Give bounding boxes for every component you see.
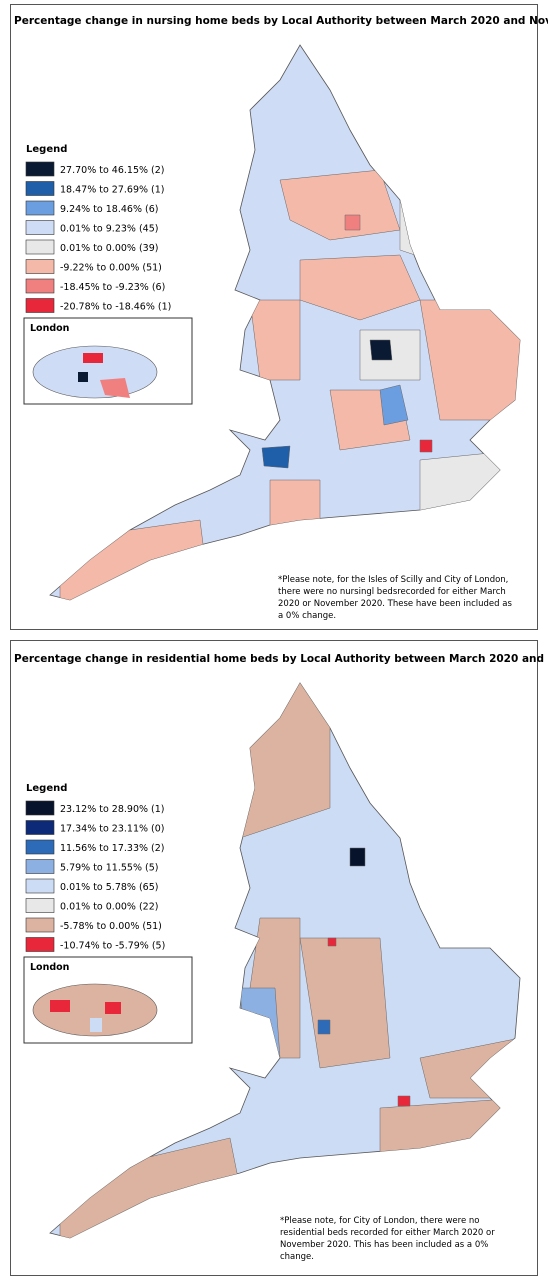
map-note: *Please note, for the Isles of Scilly an… — [278, 575, 512, 621]
legend-title: Legend — [26, 783, 67, 794]
legend-swatch — [25, 800, 55, 816]
legend-label: 0.01% to 9.23% (45) — [60, 224, 158, 235]
legend-label: 17.34% to 23.11% (0) — [60, 824, 165, 835]
legend-label: -20.78% to -18.46% (1) — [60, 302, 171, 313]
legend-label: -5.78% to 0.00% (51) — [60, 921, 162, 932]
legend-label: -18.45% to -9.23% (6) — [60, 282, 165, 293]
legend-swatch — [25, 298, 55, 313]
legend-label: 0.01% to 0.00% (39) — [60, 243, 158, 254]
legend-swatch — [25, 820, 55, 835]
map-title: Percentage change in residential home be… — [14, 653, 548, 665]
legend-swatch — [25, 220, 55, 235]
legend-swatch — [25, 937, 55, 952]
legend-swatch — [25, 161, 55, 177]
legend-swatch — [25, 878, 55, 894]
legend-swatch — [25, 200, 55, 216]
legend-label: 5.79% to 11.55% (5) — [60, 863, 158, 874]
legend-swatch — [25, 859, 55, 874]
legend-label: 23.12% to 28.90% (1) — [60, 804, 165, 815]
map-1 — [23, 44, 521, 601]
legend-swatch — [25, 898, 55, 913]
legend-label: 9.24% to 18.46% (6) — [60, 204, 158, 215]
map-title: Percentage change in nursing home beds b… — [14, 15, 548, 27]
legend-title: Legend — [26, 144, 67, 155]
map-panel — [10, 640, 538, 1276]
legend-label: 0.01% to 5.78% (65) — [60, 882, 158, 893]
legend-label: -10.74% to -5.79% (5) — [60, 941, 165, 952]
legend-label: -9.22% to 0.00% (51) — [60, 263, 162, 274]
legend-label: 18.47% to 27.69% (1) — [60, 185, 165, 196]
legend-swatch — [25, 839, 55, 855]
map-note: *Please note, for City of London, there … — [280, 1216, 495, 1262]
inset-title: London — [30, 323, 70, 334]
legend-swatch — [25, 181, 55, 196]
inset-title: London — [30, 962, 70, 973]
map-panel — [10, 4, 538, 630]
legends: Legend 27.70% to 46.15% (2) 18.47% to 27.6… — [25, 144, 171, 973]
map-2 — [23, 682, 521, 1239]
legend-swatch — [25, 917, 55, 933]
legend-swatch — [25, 259, 55, 274]
legend-swatch — [25, 278, 55, 294]
legend-label: 0.01% to 0.00% (22) — [60, 902, 158, 913]
legend-swatch — [25, 239, 55, 255]
legend-label: 11.56% to 17.33% (2) — [60, 843, 165, 854]
legend-label: 27.70% to 46.15% (2) — [60, 165, 165, 176]
